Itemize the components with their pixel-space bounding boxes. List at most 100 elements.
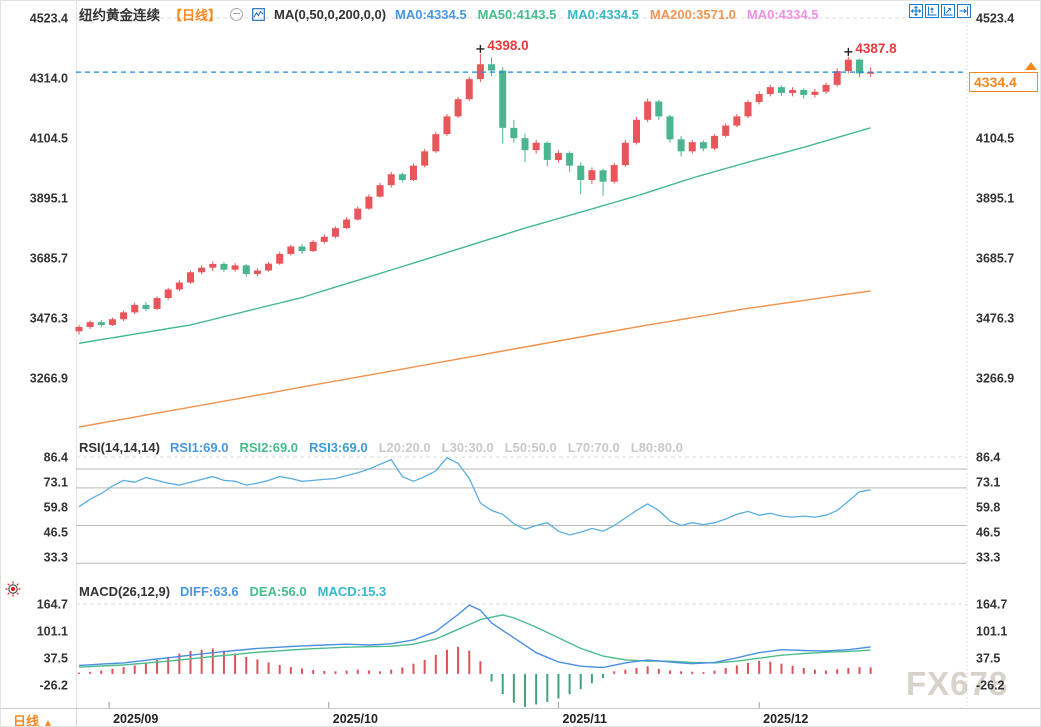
pan-tool-icon[interactable]	[909, 4, 923, 18]
candle	[566, 153, 574, 166]
candle	[789, 90, 797, 93]
candle	[856, 59, 863, 74]
price-up-arrow-icon	[1025, 62, 1037, 70]
y-axis-label: -26.2	[976, 679, 1005, 693]
candle	[844, 59, 852, 72]
y-axis-label: 4523.4	[30, 12, 68, 26]
candle	[354, 208, 362, 220]
fit-y-axis-icon[interactable]	[925, 4, 939, 18]
ma200-line	[78, 290, 871, 428]
x-axis-date-label: 2025/12	[763, 712, 809, 726]
candle	[543, 142, 551, 160]
y-axis-label: 3895.1	[976, 192, 1014, 206]
rsi-value: RSI1:69.0	[169, 440, 229, 455]
candle	[331, 228, 339, 237]
candle	[688, 142, 696, 152]
candle	[521, 138, 529, 151]
candle	[376, 185, 384, 197]
macd-header: MACD(26,12,9) DIFF:63.6 DEA:56.0 MACD:15.3	[79, 584, 386, 599]
rsi-header: RSI(14,14,14) RSI1:69.0 RSI2:69.0 RSI3:69.…	[79, 440, 683, 455]
candle	[711, 135, 719, 149]
candle	[153, 298, 161, 309]
candle	[633, 119, 640, 143]
candle	[554, 153, 562, 160]
y-axis-label: 46.5	[976, 526, 1000, 540]
candle	[287, 246, 295, 254]
collapse-icon[interactable]	[230, 7, 244, 21]
candle	[499, 70, 507, 128]
candle	[97, 322, 105, 325]
candle	[198, 267, 206, 273]
candle	[86, 322, 94, 327]
candle	[343, 219, 351, 229]
candle	[833, 71, 841, 85]
rsi-value: L50:50.0	[504, 440, 557, 455]
rsi-line	[78, 456, 871, 536]
y-axis-label: -26.2	[40, 679, 69, 693]
candle	[699, 142, 707, 149]
y-axis-label: 3685.7	[30, 252, 68, 266]
candle	[398, 174, 406, 180]
ma-settings-label: MA(0,50,0,200,0,0)	[274, 6, 387, 22]
rsi-value: RSI3:69.0	[309, 440, 368, 455]
live-indicator-icon[interactable]	[4, 580, 22, 598]
jump-to-latest-icon[interactable]	[957, 4, 971, 18]
y-axis-label: 4104.5	[976, 132, 1014, 146]
candle	[777, 87, 785, 93]
rsi-settings-label: RSI(14,14,14)	[79, 440, 160, 455]
candle	[75, 326, 83, 332]
diff-line	[78, 604, 871, 669]
fit-x-axis-icon[interactable]	[941, 4, 955, 18]
y-axis-label: 86.4	[976, 451, 1000, 465]
y-axis-label: 3476.3	[976, 312, 1014, 326]
macd-value: MACD:15.3	[317, 584, 387, 599]
ma-value: MA0:4334.5	[395, 6, 467, 22]
rsi-value: L70:70.0	[567, 440, 620, 455]
candle	[276, 253, 284, 264]
ma50-line	[78, 127, 871, 344]
y-axis-label: 33.3	[976, 551, 1000, 565]
y-axis-label: 3266.9	[30, 372, 68, 386]
candle	[120, 312, 128, 320]
candle	[510, 127, 518, 139]
y-axis-label: 164.7	[37, 598, 68, 612]
candle	[465, 79, 473, 100]
candle	[387, 174, 395, 186]
candle	[621, 142, 629, 166]
ma-value: MA50:4143.5	[477, 6, 557, 22]
rsi-value: L80:80.0	[630, 440, 683, 455]
y-axis-label: 73.1	[976, 476, 1000, 490]
ma-legend: MA0:4334.5 MA50:4143.5 MA0:4334.5 MA200:357…	[395, 7, 818, 22]
macd-settings-label: MACD(26,12,9)	[79, 584, 171, 599]
interval-tab[interactable]: 日线 ▲	[13, 711, 53, 726]
candle	[265, 263, 273, 271]
chart-toolbar	[909, 4, 971, 18]
macd-value: DIFF:63.6	[180, 584, 239, 599]
x-axis-date-label: 2025/10	[332, 712, 378, 726]
macd-value: DEA:56.0	[249, 584, 307, 599]
macd-legend: DIFF:63.6 DEA:56.0 MACD:15.3	[180, 584, 386, 599]
y-axis-label: 3895.1	[30, 192, 68, 206]
ma-value: MA0:4334.5	[746, 6, 819, 22]
candle	[822, 84, 830, 92]
candle	[655, 101, 663, 117]
candle	[421, 151, 429, 166]
period-tag: 【日线】	[169, 7, 222, 23]
y-axis-label: 86.4	[44, 451, 68, 465]
candle	[320, 236, 328, 242]
candle	[432, 134, 440, 152]
candle	[733, 116, 741, 126]
y-axis-label: 3266.9	[976, 372, 1014, 386]
y-axis-label: 3476.3	[30, 312, 68, 326]
indicator-chart-icon[interactable]	[252, 7, 265, 21]
y-axis-label: 33.3	[44, 551, 68, 565]
y-axis-label: 46.5	[44, 526, 68, 540]
candle	[666, 116, 674, 140]
y-axis-label: 4523.4	[976, 12, 1014, 26]
main-chart-header: 纽约黄金连续 【日线】 MA(0,50,0,200,0,0) MA0:4334.…	[79, 4, 818, 24]
candle	[253, 270, 261, 274]
high-annotation: 4398.0	[487, 38, 528, 53]
y-axis-label: 3685.7	[976, 252, 1014, 266]
